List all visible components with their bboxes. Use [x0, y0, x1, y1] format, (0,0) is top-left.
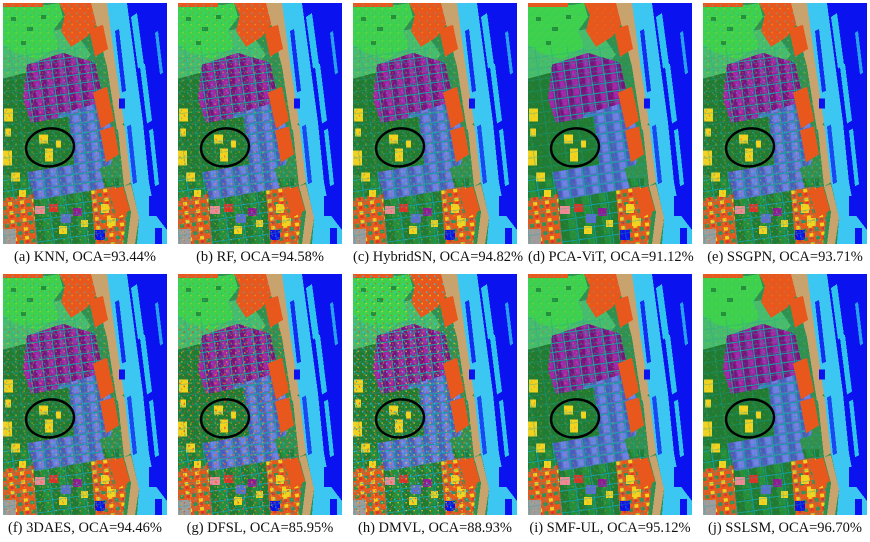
map-panel-d: (d) PCA-ViT, OCA=91.12%	[528, 3, 694, 270]
classification-map-c	[353, 3, 517, 244]
map-caption-d: (d) PCA-ViT, OCA=91.12%	[528, 249, 694, 265]
map-panel-i: (i) SMF-UL, OCA=95.12%	[528, 274, 692, 541]
map-caption-e: (e) SSGPN, OCA=93.71%	[707, 249, 863, 265]
classification-map-h	[353, 274, 517, 515]
classification-map-b	[178, 3, 342, 244]
classification-map-g	[178, 274, 342, 515]
classification-map-i	[528, 274, 692, 515]
map-panel-b: (b) RF, OCA=94.58%	[178, 3, 342, 270]
classification-map-j	[703, 274, 867, 515]
map-panel-a: (a) KNN, OCA=93.44%	[3, 3, 167, 270]
map-panel-g: (g) DFSL, OCA=85.95%	[178, 274, 342, 541]
classification-map-f	[3, 274, 167, 515]
classification-map-d	[528, 3, 692, 244]
map-caption-b: (b) RF, OCA=94.58%	[196, 249, 324, 265]
map-caption-h: (h) DMVL, OCA=88.93%	[358, 520, 512, 536]
map-caption-f: (f) 3DAES, OCA=94.46%	[8, 520, 162, 536]
map-caption-i: (i) SMF-UL, OCA=95.12%	[529, 520, 691, 536]
map-panel-c: (c) HybridSN, OCA=94.82%	[353, 3, 524, 270]
map-caption-c: (c) HybridSN, OCA=94.82%	[353, 249, 524, 265]
map-caption-j: (j) SSLSM, OCA=96.70%	[708, 520, 862, 536]
classification-map-a	[3, 3, 167, 244]
map-panel-f: (f) 3DAES, OCA=94.46%	[3, 274, 167, 541]
map-panel-j: (j) SSLSM, OCA=96.70%	[703, 274, 867, 541]
map-panel-e: (e) SSGPN, OCA=93.71%	[703, 3, 867, 270]
map-caption-a: (a) KNN, OCA=93.44%	[14, 249, 156, 265]
classification-map-e	[703, 3, 867, 244]
map-caption-g: (g) DFSL, OCA=85.95%	[186, 520, 334, 536]
map-panel-h: (h) DMVL, OCA=88.93%	[353, 274, 517, 541]
